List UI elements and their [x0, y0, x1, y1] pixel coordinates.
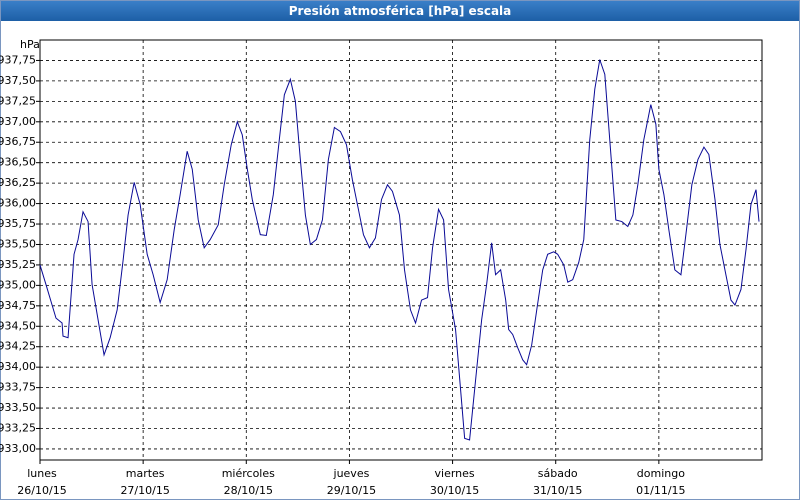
x-tick-label: 31/10/15: [533, 484, 582, 497]
y-tick-label: 933,75: [0, 381, 36, 394]
x-tick-label: jueves: [333, 467, 370, 480]
x-tick-label: 29/10/15: [327, 484, 376, 497]
y-tick-label: 936,25: [0, 176, 36, 189]
y-tick-label: 935,75: [0, 217, 36, 230]
y-tick-label: 936,00: [0, 197, 36, 210]
y-tick-label: 937,00: [0, 115, 36, 128]
y-tick-label: 933,25: [0, 422, 36, 435]
x-tick-label: martes: [126, 467, 165, 480]
y-tick-label: 935,25: [0, 258, 36, 271]
y-tick-label: 935,50: [0, 237, 36, 250]
x-tick-label: 30/10/15: [430, 484, 479, 497]
chart: hPa 933,00 933,25 933,50 933,75 934,00 934,25…: [0, 38, 763, 497]
y-tick-label: 937,25: [0, 94, 36, 107]
x-tick-label: viernes: [435, 467, 475, 480]
y-tick-label: 934,50: [0, 319, 36, 332]
y-tick-label: 933,50: [0, 401, 36, 414]
y-tick-label: 934,00: [0, 360, 36, 373]
window-title: Presión atmosférica [hPa] escala: [1, 1, 799, 21]
y-tick-label: 937,50: [0, 74, 36, 87]
x-tick-label: sábado: [538, 467, 578, 480]
y-tick-label: 934,25: [0, 340, 36, 353]
y-unit: hPa: [20, 38, 40, 51]
plot-area: [39, 39, 763, 461]
y-tick-label: 936,75: [0, 135, 36, 148]
x-tick-label: miércoles: [222, 467, 275, 480]
y-tick-label: 934,75: [0, 299, 36, 312]
pressure-line: [39, 59, 760, 441]
y-tick-label: 933,00: [0, 442, 36, 455]
x-tick-label: domingo: [637, 467, 685, 480]
x-tick-label: 28/10/15: [224, 484, 273, 497]
x-tick-label: 27/10/15: [120, 484, 169, 497]
y-tick-label: 936,50: [0, 156, 36, 169]
x-tick-label: 01/11/15: [636, 484, 685, 497]
x-tick-label: 26/10/15: [17, 484, 66, 497]
y-tick-label: 937,75: [0, 53, 36, 66]
y-tick-label: 935,00: [0, 278, 36, 291]
x-tick-label: lunes: [27, 467, 57, 480]
